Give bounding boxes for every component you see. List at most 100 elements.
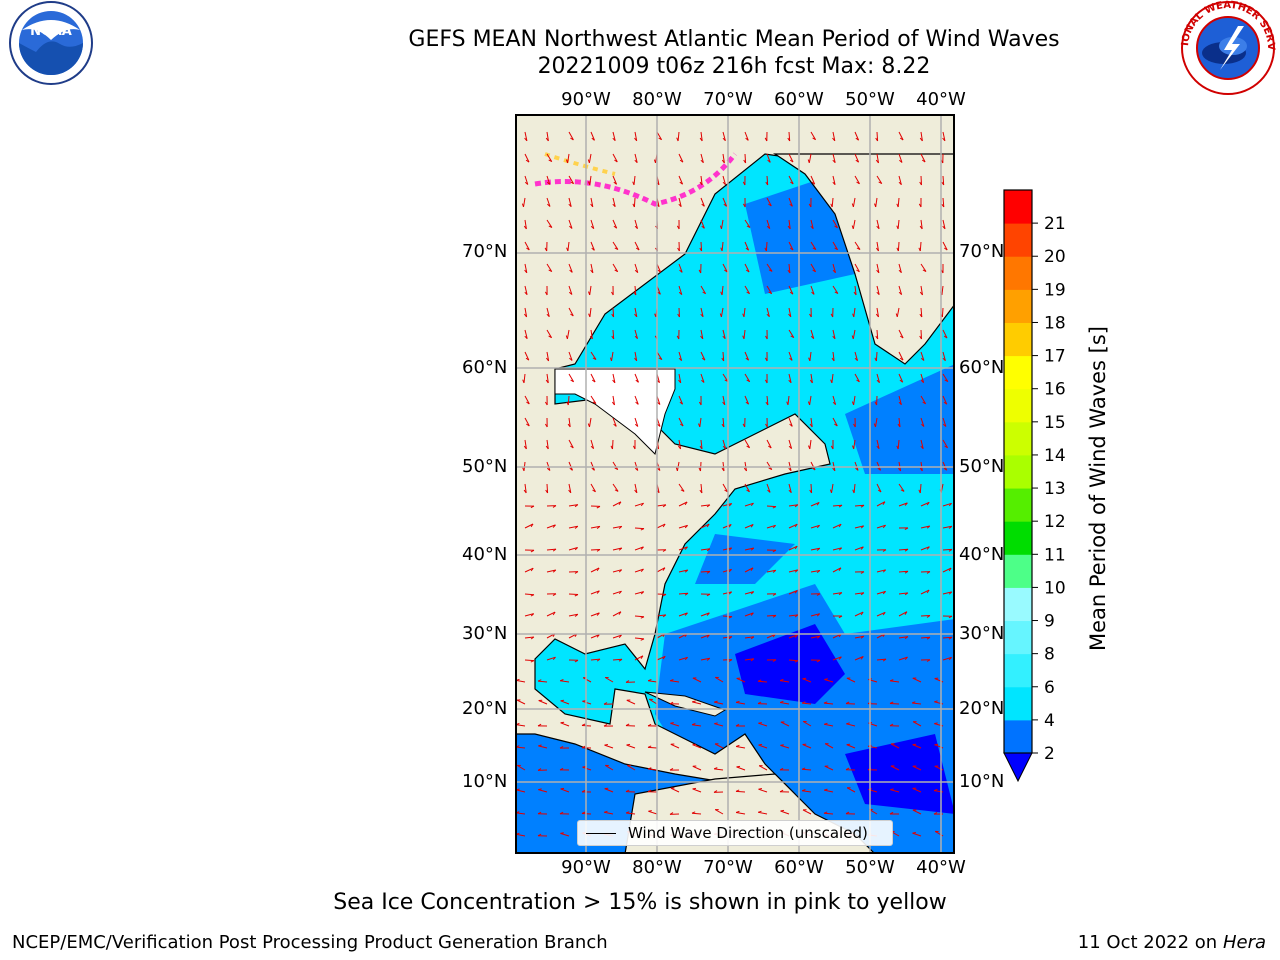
wave-direction-arrowhead [816, 635, 821, 639]
wave-direction-arrowhead [654, 313, 657, 318]
wave-direction-arrow [920, 351, 925, 361]
wave-direction-arrowhead [537, 768, 542, 771]
wave-direction-arrow [590, 634, 600, 639]
wave-direction-arrowhead [625, 723, 630, 727]
wave-direction-arrowhead [699, 137, 703, 142]
wave-direction-arrow [854, 461, 859, 471]
wave-direction-arrowhead [719, 225, 722, 230]
wave-direction-arrow [656, 523, 666, 529]
wave-direction-arrow [810, 524, 820, 529]
wave-direction-arrowhead [834, 423, 838, 427]
lat-label-left-60n: 60°N [462, 357, 508, 378]
wave-direction-arrow [721, 219, 724, 229]
wave-direction-arrowhead [838, 592, 843, 596]
wave-direction-arrowhead [876, 269, 880, 274]
wave-direction-arrowhead [834, 247, 838, 251]
wave-direction-arrowhead [702, 291, 706, 295]
wave-direction-arrow [802, 678, 812, 683]
wave-direction-arrow [853, 483, 856, 494]
wave-direction-arrow [810, 241, 817, 250]
wave-direction-arrowhead [742, 203, 746, 208]
wave-direction-arrowhead [765, 401, 769, 406]
lat-label-left-30n: 30°N [462, 623, 508, 644]
wave-direction-arrow [722, 131, 726, 141]
wave-direction-arrow [722, 395, 726, 405]
wave-direction-arrow [567, 395, 570, 406]
wave-direction-arrowhead [832, 137, 836, 142]
wave-direction-arrowhead [904, 527, 909, 531]
wave-direction-arrowhead [745, 269, 750, 273]
wave-direction-arrowhead [948, 525, 953, 529]
ocean-zone-sargasso [735, 624, 845, 704]
colorbar-tick-label: 9 [1044, 612, 1055, 632]
wave-direction-arrow [736, 677, 746, 683]
wave-direction-arrowhead [634, 159, 638, 164]
wave-direction-arrowhead [706, 657, 711, 661]
wave-direction-arrowhead [653, 159, 656, 164]
wave-direction-arrowhead [692, 787, 697, 790]
wave-direction-arrow [920, 636, 931, 639]
wave-direction-arrowhead [768, 467, 773, 471]
wave-direction-arrowhead [679, 269, 683, 273]
wave-direction-arrow [766, 219, 771, 229]
wave-direction-arrow [898, 636, 908, 639]
wave-direction-arrow [678, 546, 688, 551]
wave-direction-arrow [788, 131, 791, 142]
wave-direction-arrowhead [787, 269, 791, 274]
wave-direction-arrowhead [942, 357, 946, 362]
wave-direction-arrow [612, 417, 617, 427]
wave-direction-arrowhead [640, 528, 645, 531]
wave-direction-arrow [670, 787, 680, 793]
wave-direction-arrowhead [635, 401, 639, 405]
wave-direction-arrow [890, 765, 900, 771]
wave-direction-arrowhead [700, 313, 704, 318]
wave-direction-arrow [634, 131, 638, 141]
wave-direction-arrow [898, 373, 904, 383]
wave-direction-arrowhead [789, 247, 794, 251]
wave-direction-arrow [788, 373, 792, 383]
wave-direction-arrowhead [772, 524, 776, 529]
wave-direction-arrowhead [895, 313, 898, 317]
wave-direction-arrow [634, 351, 638, 361]
wave-direction-arrow [524, 307, 528, 317]
wave-direction-arrowhead [569, 467, 573, 471]
wave-direction-arrowhead [684, 612, 688, 616]
wave-direction-arrowhead [698, 467, 701, 472]
wave-direction-arrow [692, 701, 702, 705]
wave-direction-arrow [524, 636, 534, 639]
map-legend: Wind Wave Direction (unscaled) [577, 820, 893, 846]
wave-direction-arrowhead [634, 269, 639, 273]
wave-direction-arrowhead [809, 313, 812, 318]
wave-direction-arrow [678, 373, 682, 383]
wave-direction-arrow [678, 656, 688, 661]
wave-direction-arrow [700, 612, 710, 617]
wave-direction-arrow [832, 241, 839, 250]
wave-direction-arrow [942, 525, 952, 529]
wave-direction-arrow [516, 679, 526, 683]
wave-direction-arrowhead [875, 137, 879, 142]
wave-direction-arrowhead [662, 567, 666, 571]
wave-direction-arrowhead [860, 546, 864, 550]
colorbar-segment [1004, 620, 1032, 655]
wave-direction-arrow [566, 329, 570, 339]
wave-direction-arrowhead [640, 502, 644, 507]
wave-direction-arrow [612, 197, 616, 207]
wave-direction-arrow [854, 175, 860, 185]
wave-direction-arrowhead [856, 379, 860, 383]
wave-direction-arrowhead [633, 291, 637, 296]
wave-direction-arrow [538, 745, 548, 749]
wave-direction-arrowhead [722, 137, 726, 142]
wave-direction-arrowhead [570, 313, 574, 317]
wave-direction-arrow [633, 175, 636, 185]
wave-direction-arrowhead [897, 423, 901, 428]
wave-direction-arrow [920, 131, 923, 141]
wave-direction-arrow [678, 307, 680, 318]
wave-direction-arrowhead [772, 593, 777, 596]
wave-direction-arrowhead [767, 159, 771, 163]
wave-direction-arrowhead [766, 313, 770, 318]
wave-direction-arrow [912, 677, 922, 683]
wave-direction-arrow [546, 131, 549, 141]
wave-direction-arrow [897, 219, 900, 230]
wave-direction-arrowhead [746, 445, 750, 449]
wave-direction-arrowhead [921, 423, 925, 427]
